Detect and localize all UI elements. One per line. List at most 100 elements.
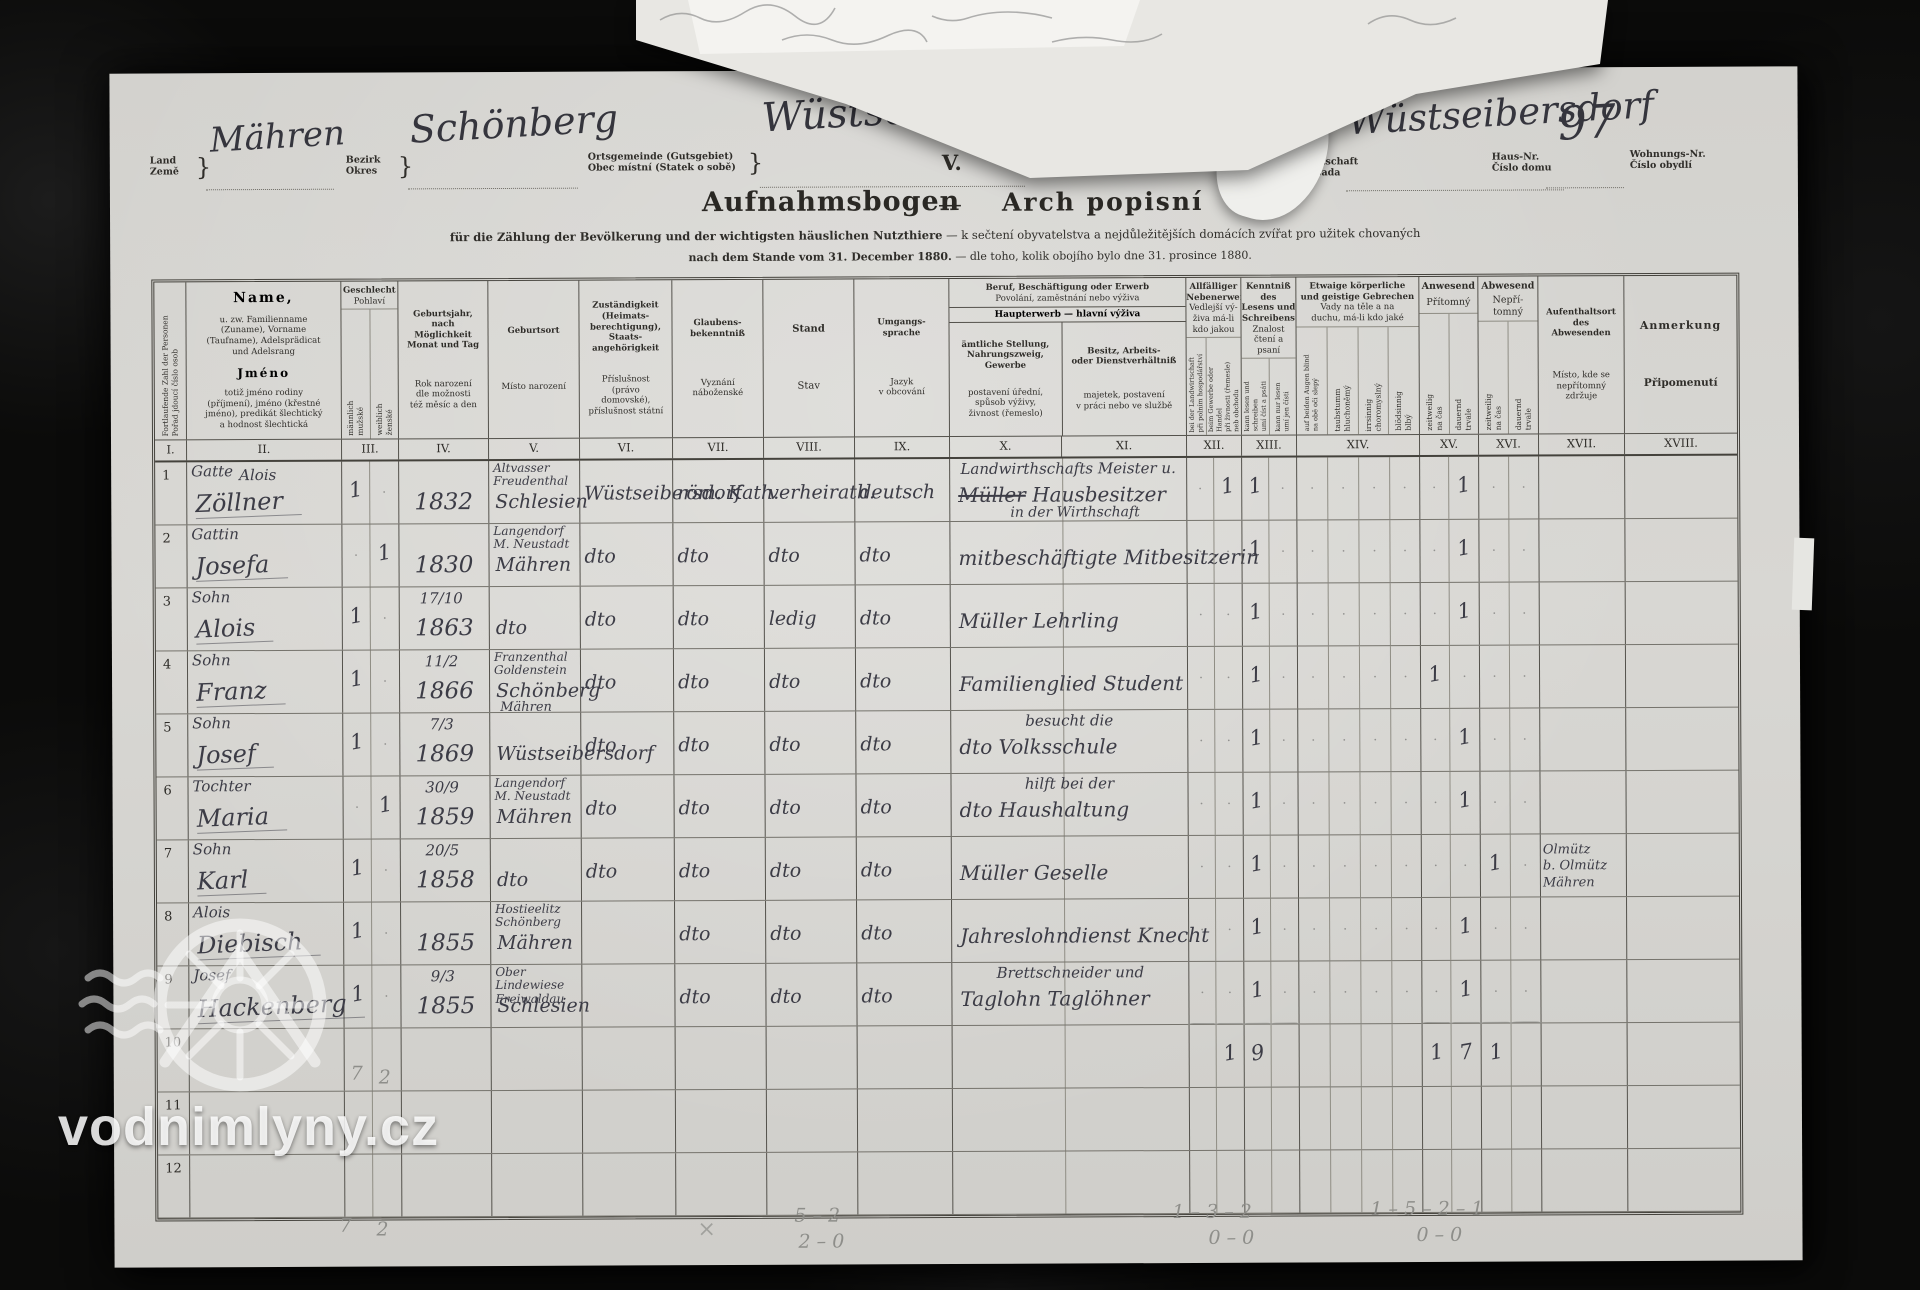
col-header-remark: Anmerkung Připomenutí — [1639, 319, 1722, 389]
pencil-sum: 7 — [339, 1214, 352, 1237]
col-header-birthplace: Geburtsort Místo narození — [488, 280, 580, 439]
col-header-occupation-group: Beruf, Beschäftigung oder Erwerb Povolán… — [949, 277, 1187, 437]
field-value-bezirk: Schönberg — [408, 96, 620, 152]
birth-year: 1855 — [416, 930, 476, 957]
census-table: Fortlaufende Zahl der Personen Pořad jdo… — [151, 272, 1744, 1222]
cell: · — [1390, 645, 1422, 709]
cell: dto — [765, 711, 857, 774]
cell: 1 — [342, 650, 372, 713]
cell: · — [1328, 646, 1361, 709]
cell: · — [1510, 708, 1541, 771]
cell — [1271, 1087, 1301, 1150]
pencil-sum: 0 – 0 — [1416, 1223, 1463, 1246]
cell: · — [1481, 960, 1512, 1023]
watermark-text: vodnimlyny.cz — [58, 1097, 440, 1157]
dotted-underline — [1345, 189, 1564, 192]
cell: · — [1390, 519, 1421, 583]
cell: · — [1269, 457, 1298, 520]
birthplace: Mähren — [495, 553, 572, 577]
cell: 11/2 1866 — [399, 650, 491, 713]
cell: · — [1299, 898, 1331, 961]
birthplace: Mähren — [497, 931, 573, 955]
cell: · — [1421, 834, 1452, 897]
cell: 1 — [343, 839, 373, 902]
cell: · — [1360, 772, 1392, 835]
table-row: 8 Alois Diebisch 1 · 1855 Hostieelitz Schönber… — [157, 896, 1740, 967]
cell: · — [1298, 772, 1330, 835]
cell: dto — [580, 586, 674, 649]
occupation: Jahreslohndienst Knecht — [960, 922, 1210, 948]
cell: 1 — [370, 524, 400, 587]
roman-numeral: IV. — [399, 439, 490, 460]
cell: Wüstseibersdorf — [490, 712, 654, 776]
dotted-underline — [1545, 187, 1624, 189]
tally-mark: 1 — [1455, 534, 1473, 561]
cell: Sohn Franz — [187, 650, 344, 714]
title-german: Aufnahmsbogen — [701, 185, 961, 219]
cell — [676, 1152, 768, 1216]
cell — [1539, 519, 1626, 582]
marital-status: dto — [770, 922, 802, 945]
cell: · — [1421, 708, 1451, 771]
cell — [1625, 456, 1737, 518]
cell: 1 — [371, 776, 401, 839]
cell — [952, 1087, 1191, 1152]
cell: dto — [855, 648, 952, 711]
cell: · — [1391, 834, 1423, 898]
cell: · — [1187, 520, 1215, 583]
cell: · — [1450, 834, 1482, 897]
cell: · — [1509, 456, 1540, 519]
brace: } — [397, 152, 414, 181]
cell: dto — [580, 649, 675, 712]
col-header-birthyear: Geburtsjahr, nach Möglichkeit Monat und … — [398, 281, 489, 439]
surname: Hackenberg — [196, 988, 366, 1025]
cell — [1392, 1023, 1423, 1087]
row-number: 12 — [165, 1161, 182, 1177]
table-row: 10 7 2 1 9 1 7 1 — [157, 1021, 1740, 1093]
table-row: 2 Gattin Josefa · 1 1830 Langendorf M. Neustad… — [155, 518, 1738, 589]
cell: dto — [766, 900, 858, 963]
religion: dto — [678, 734, 710, 757]
birth-day-month: 20/5 — [425, 841, 460, 860]
cell: · — [1360, 835, 1393, 898]
birthplace-detail: Hostieelitz Schönberg — [495, 901, 561, 930]
pencil-sum: 7 — [350, 1062, 363, 1085]
tally-mark: 1 — [1487, 1038, 1505, 1065]
cell: 30/9 1859 — [400, 776, 491, 839]
roman-numeral: XIII. — [1241, 435, 1298, 456]
sex-male-mark: 1 — [348, 728, 366, 755]
cell: 1 — [1480, 834, 1512, 897]
cell: · — [1479, 519, 1510, 582]
cell — [1482, 1149, 1513, 1212]
roman-numeral: II. — [187, 439, 343, 461]
cell: · — [1479, 582, 1510, 645]
cell: · — [1392, 960, 1423, 1024]
birthplace-detail: Altvasser Freudenthal — [493, 460, 569, 489]
col-header-disabilities: Etwaige körperliche und geistige Gebrech… — [1296, 276, 1420, 435]
cell — [1542, 1149, 1629, 1212]
cell — [190, 1154, 346, 1218]
cell: Gattin Josefa — [187, 524, 343, 588]
home-right: dto — [584, 608, 617, 631]
cell — [1626, 582, 1738, 644]
cell: · — [1330, 898, 1362, 961]
cell: 9 — [1242, 1022, 1273, 1087]
subtitle-line1: für die Zählung der Bevölkerung und der … — [449, 225, 1421, 245]
cell: 1 — [1242, 457, 1270, 520]
sex-female-mark: 1 — [375, 539, 394, 566]
cell: · — [371, 713, 401, 776]
cell: · — [1328, 583, 1360, 646]
occupation: dto Haushaltung — [959, 797, 1130, 822]
birth-year: 1869 — [415, 741, 475, 768]
religion: dto — [677, 608, 710, 631]
cell: 1 — [155, 462, 188, 525]
cell: 1 — [1451, 897, 1482, 960]
cell: · — [1361, 898, 1393, 961]
cell — [1627, 960, 1739, 1022]
cell: · — [1298, 835, 1331, 898]
cell: Sohn Karl — [188, 839, 345, 903]
cell: Tochter Maria — [188, 776, 344, 840]
tally-mark: 1 — [1248, 850, 1266, 877]
cell: · — [1359, 583, 1391, 646]
cell: · — [1359, 646, 1392, 709]
